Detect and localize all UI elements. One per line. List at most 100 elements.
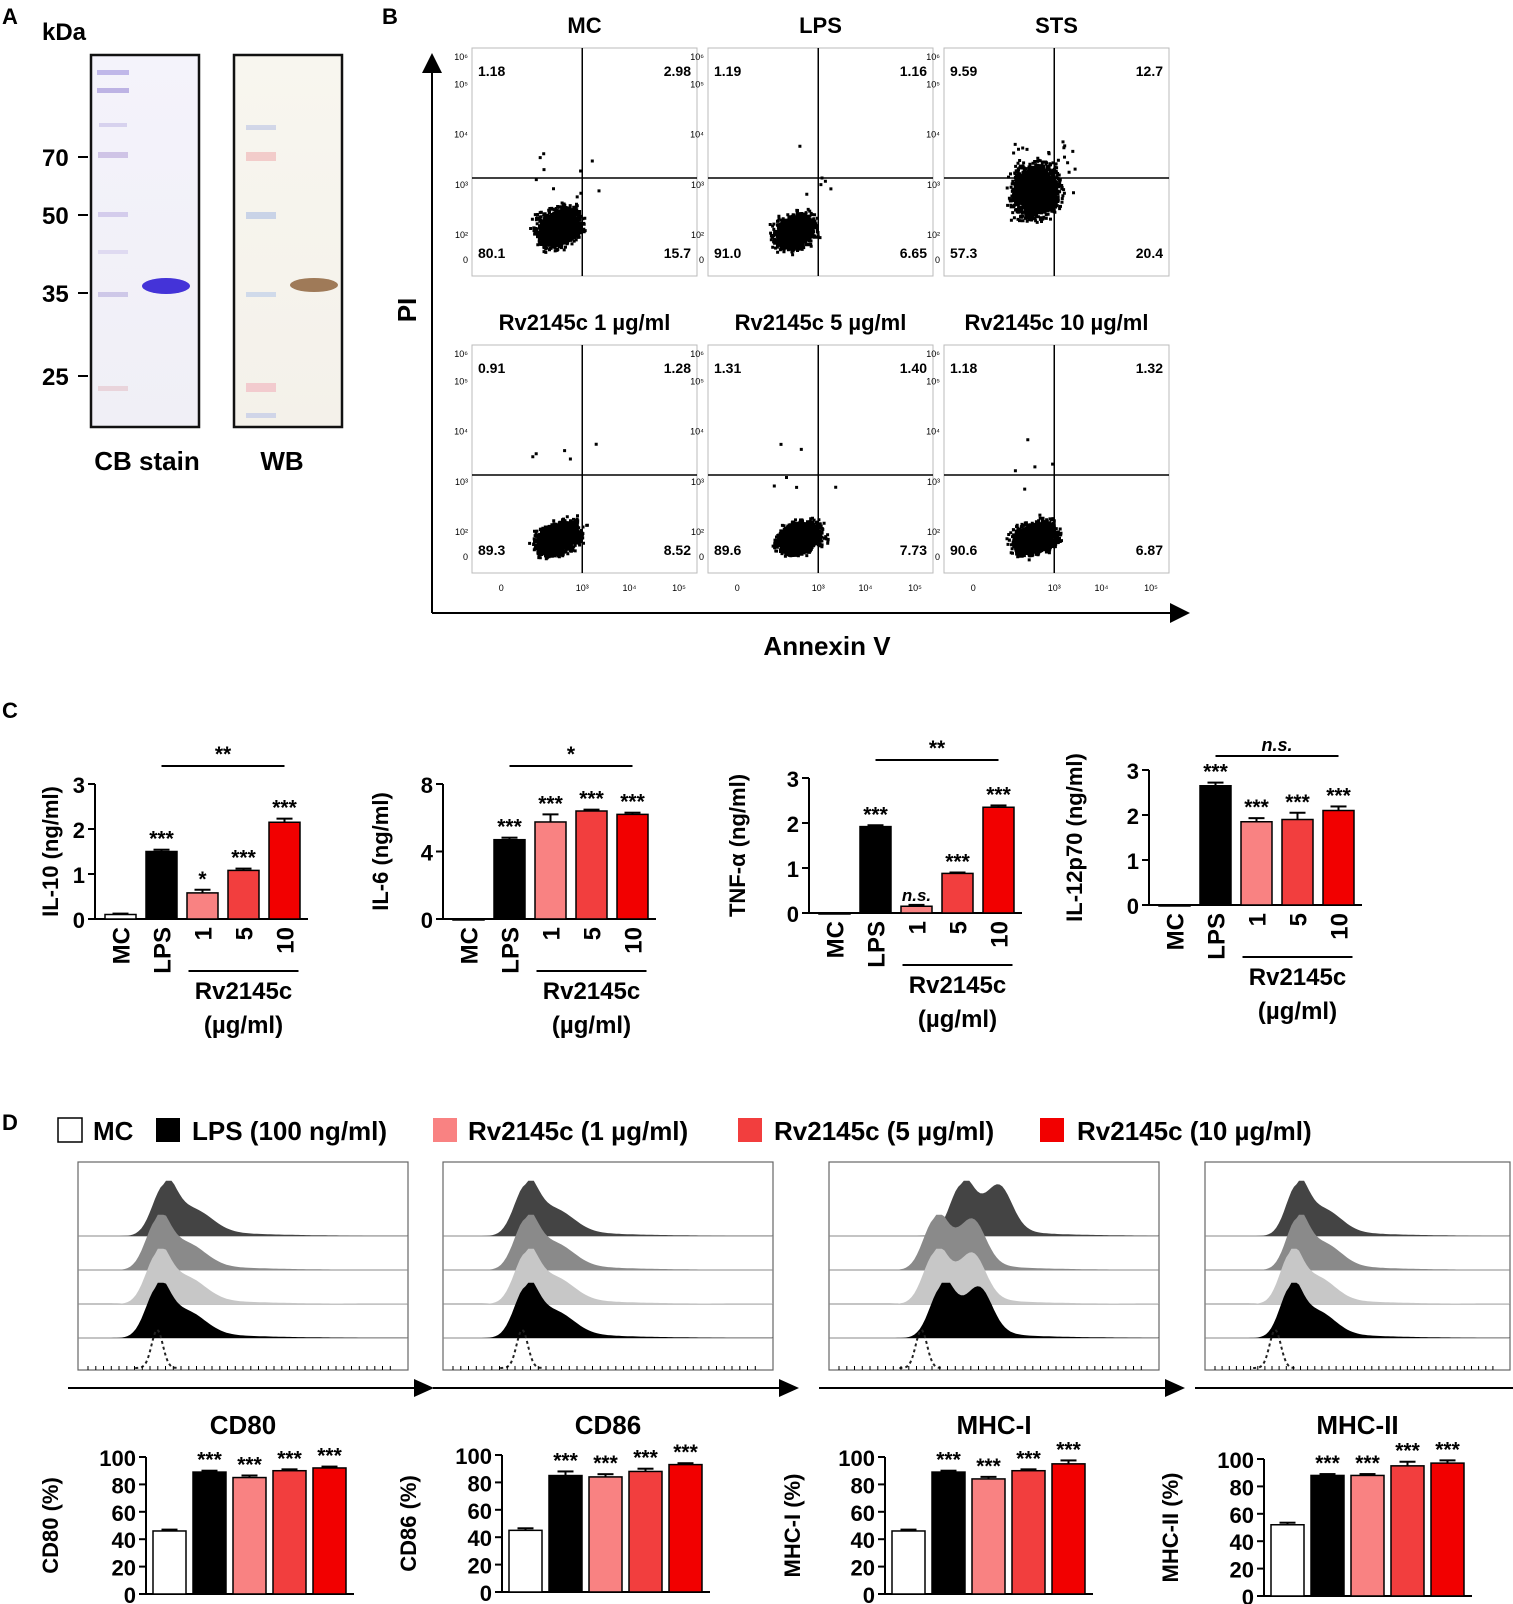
flow-plot-title: STS bbox=[1035, 13, 1078, 38]
bar bbox=[1350, 1474, 1385, 1597]
histogram-curve bbox=[829, 1248, 1159, 1304]
isotype-control-curve bbox=[899, 1328, 944, 1369]
y-axis-label: MHC-II (%) bbox=[1158, 1473, 1183, 1583]
flow-ytick: 10⁶ bbox=[926, 349, 940, 359]
quadrant-value-ul: 1.19 bbox=[714, 63, 741, 79]
flow-ytick: 10² bbox=[691, 230, 704, 240]
flow-ytick: 10⁴ bbox=[454, 130, 468, 140]
flow-plot-frame bbox=[471, 344, 698, 574]
histogram-axis-arrow bbox=[779, 1379, 799, 1397]
flow-xtick: 10⁵ bbox=[672, 583, 686, 593]
quadrant-value-ul: 9.59 bbox=[950, 63, 977, 79]
flow-xtick: 0 bbox=[971, 583, 976, 593]
flow-plot: STS 9.59 12.7 57.3 20.4 10⁶ 10⁵ 10⁴ 10³ 10² 0 bbox=[926, 13, 1170, 277]
category-label: 5 bbox=[1286, 913, 1313, 926]
bar bbox=[1199, 785, 1232, 906]
cb-ladder bbox=[97, 70, 129, 391]
category-label: 5 bbox=[946, 921, 973, 934]
histogram-curve bbox=[443, 1282, 773, 1338]
histogram-ticks bbox=[838, 1366, 1142, 1370]
tnf-chart: 0 1 2 3 TNF-α (ng/ml) *** n.s. *** *** MC LPS 1 5 10 R… bbox=[725, 737, 1022, 1033]
panel-a: A kDa 70 50 35 25 bbox=[2, 4, 344, 476]
bar bbox=[227, 869, 260, 920]
legend-label-rv10: Rv2145c (10 µg/ml) bbox=[1077, 1116, 1312, 1146]
quadrant-value-ll: 89.3 bbox=[478, 542, 505, 558]
histogram-axis-arrow bbox=[414, 1379, 434, 1397]
wb-membrane bbox=[232, 53, 344, 429]
significance-label: n.s. bbox=[902, 886, 931, 905]
histograms: CD80 CD86 MHC-I MHC-II bbox=[68, 1161, 1513, 1440]
significance-label: *** bbox=[620, 791, 645, 814]
bar bbox=[272, 1469, 307, 1595]
bar bbox=[1310, 1474, 1345, 1597]
flow-ytick: 10⁴ bbox=[926, 130, 940, 140]
quadrant-value-ur: 1.28 bbox=[664, 360, 691, 376]
bar bbox=[1158, 904, 1191, 907]
bar bbox=[941, 872, 974, 914]
group-unit: (µg/ml) bbox=[1258, 998, 1337, 1025]
category-label: 10 bbox=[273, 927, 300, 954]
category-label: LPS bbox=[864, 921, 891, 968]
group-unit: (µg/ml) bbox=[204, 1012, 283, 1039]
significance-label: *** bbox=[1355, 1452, 1380, 1475]
bar bbox=[145, 850, 178, 920]
bar bbox=[452, 918, 485, 921]
bar bbox=[891, 1530, 926, 1595]
flow-ytick: 10⁶ bbox=[926, 52, 940, 62]
group-unit: (µg/ml) bbox=[918, 1006, 997, 1033]
y-tick-label: 3 bbox=[787, 767, 799, 792]
y-tick-label: 20 bbox=[851, 1556, 875, 1581]
histogram-axis-arrow bbox=[1165, 1379, 1185, 1397]
flow-ytick: 10³ bbox=[455, 477, 468, 487]
bar bbox=[1281, 818, 1314, 906]
quadrant-value-lr: 8.52 bbox=[664, 542, 691, 558]
panel-d: D MC LPS (100 ng/ml) Rv2145c (1 µg/ml) R… bbox=[2, 1110, 1513, 1604]
quadrant-value-ll: 57.3 bbox=[950, 245, 977, 261]
histogram-frame bbox=[77, 1161, 409, 1371]
category-label: MC bbox=[109, 927, 136, 964]
wb-band bbox=[290, 278, 338, 292]
significance-label: *** bbox=[1315, 1452, 1340, 1475]
group-unit: (µg/ml) bbox=[552, 1012, 631, 1039]
quadrant-value-lr: 7.73 bbox=[900, 542, 927, 558]
flow-ytick: 10⁶ bbox=[454, 349, 468, 359]
lane-label-cb: CB stain bbox=[94, 446, 199, 476]
bar bbox=[548, 1474, 583, 1593]
y-tick-label: 60 bbox=[112, 1501, 136, 1526]
category-label: 1 bbox=[539, 927, 566, 940]
legend-swatch-lps bbox=[156, 1118, 180, 1142]
significance-label: *** bbox=[1244, 796, 1269, 819]
flow-xtick: 10⁵ bbox=[908, 583, 922, 593]
bar bbox=[268, 821, 301, 920]
bar bbox=[982, 806, 1015, 914]
bar bbox=[1430, 1462, 1465, 1597]
histogram-curve bbox=[829, 1214, 1159, 1270]
bar bbox=[186, 892, 219, 920]
histogram-curve bbox=[78, 1282, 408, 1338]
flow-ytick: 10² bbox=[455, 230, 468, 240]
y-tick-label: 2 bbox=[73, 818, 85, 843]
flow-ytick: 0 bbox=[935, 552, 940, 562]
y-tick-label: 20 bbox=[1230, 1558, 1254, 1583]
flow-ytick: 10⁶ bbox=[690, 52, 704, 62]
y-tick-label: 0 bbox=[421, 908, 433, 933]
il12-chart: 0 1 2 3 IL-12p70 (ng/ml) *** *** *** *** MC LPS 1 5 1… bbox=[1062, 735, 1362, 1025]
flow-ytick: 10⁵ bbox=[926, 79, 940, 89]
category-label: MC bbox=[1163, 913, 1190, 950]
pi-axis-arrow bbox=[422, 53, 442, 73]
flow-plot-title: Rv2145c 5 µg/ml bbox=[735, 310, 907, 335]
flow-ytick: 10⁴ bbox=[454, 427, 468, 437]
significance-label: *** bbox=[936, 1449, 961, 1472]
histogram-curve bbox=[829, 1180, 1159, 1236]
group-label: Rv2145c bbox=[1249, 964, 1346, 991]
flow-plot: Rv2145c 10 µg/ml 1.18 1.32 90.6 6.87 10⁶ 10⁵ 10… bbox=[926, 310, 1170, 593]
significance-label: *** bbox=[277, 1447, 302, 1470]
flow-events bbox=[768, 144, 833, 257]
bar bbox=[575, 810, 608, 920]
flow-plot-frame bbox=[943, 47, 1170, 277]
significance-label: *** bbox=[1326, 784, 1351, 807]
y-tick-label: 100 bbox=[1217, 1448, 1254, 1473]
flow-xtick: 10³ bbox=[812, 583, 825, 593]
significance-label: *** bbox=[863, 803, 888, 826]
histogram-panel: MHC-I bbox=[819, 1161, 1185, 1440]
